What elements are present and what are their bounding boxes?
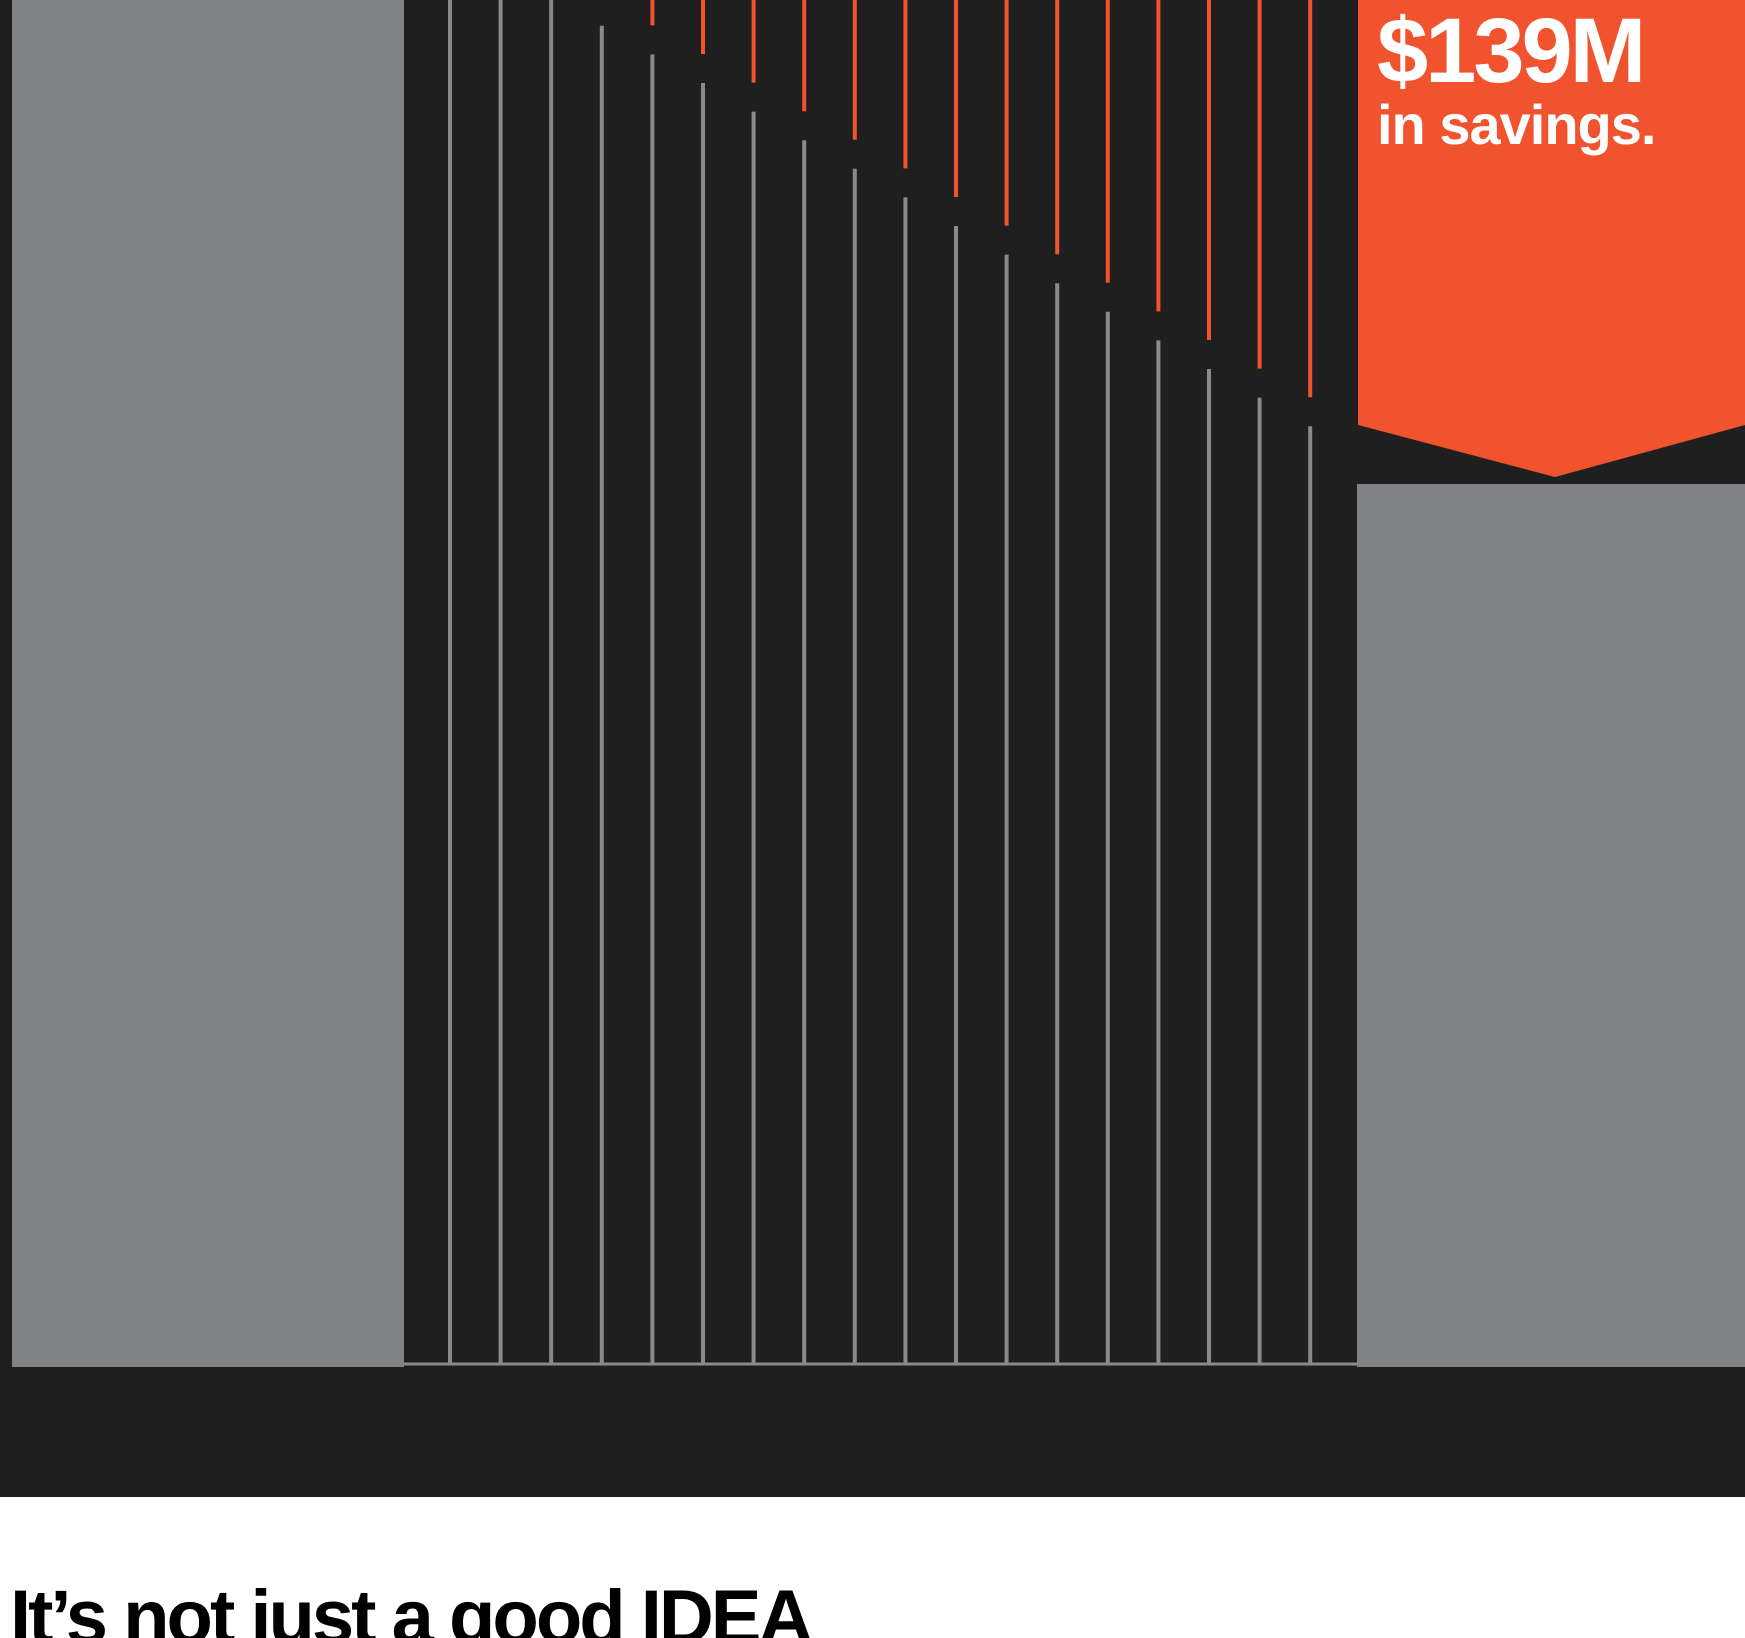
callout-amount: $139M [1377,0,1646,102]
section-heading: It’s not just a good IDEA [10,1575,813,1638]
callout-line-1: That’s [1377,0,1737,10]
right-gray-block [1357,484,1745,1367]
savings-graphic [0,0,1745,1497]
callout-line-3: in savings. [1377,93,1656,156]
savings-callout: That’s $139M in savings. [1377,0,1737,158]
left-gray-block [12,0,404,1367]
callout-banner [1358,0,1745,477]
bars-group [448,0,1313,1363]
